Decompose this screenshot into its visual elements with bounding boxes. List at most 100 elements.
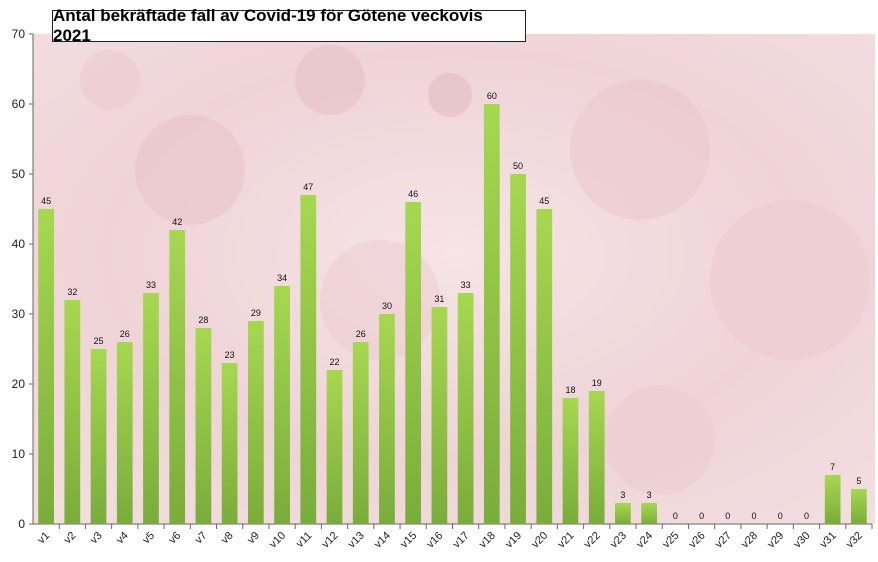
x-axis-ticks: v1 v2 v3 v4 v5 v6 v7 v8 v9 v10 v11 v12 v13 v14 v15 v16 v… [36, 524, 873, 551]
bar [405, 202, 422, 524]
data-label: 23 [225, 350, 235, 360]
data-label: 26 [356, 329, 366, 339]
x-tick-label: v10 [267, 530, 288, 551]
x-tick-label: v11 [294, 530, 314, 550]
x-tick-label: v18 [477, 530, 498, 551]
data-label: 0 [752, 511, 757, 521]
data-label: 5 [856, 476, 861, 486]
bar [195, 328, 212, 524]
data-label: 33 [146, 280, 156, 290]
data-label: 0 [673, 511, 678, 521]
data-label: 34 [277, 273, 287, 283]
x-tick-label: v3 [88, 530, 105, 547]
x-tick-label: v24 [634, 530, 655, 551]
bar [143, 293, 159, 524]
bar [300, 195, 317, 524]
bar [824, 475, 841, 524]
bar [352, 342, 369, 524]
data-label: 26 [120, 329, 130, 339]
y-tick-label: 70 [12, 27, 26, 41]
bar [169, 230, 186, 524]
bar [116, 342, 133, 524]
data-label: 60 [487, 91, 497, 101]
x-tick-label: v1 [36, 530, 53, 547]
x-tick-label: v29 [765, 530, 786, 551]
bar [536, 209, 553, 524]
bar [851, 489, 867, 524]
bar [483, 104, 500, 524]
y-tick-label: 40 [12, 237, 26, 251]
bar [379, 314, 395, 524]
x-tick-label: v31 [818, 530, 839, 551]
y-tick-label: 30 [12, 307, 26, 321]
x-tick-label: v26 [687, 530, 708, 551]
x-tick-label: v5 [140, 530, 157, 547]
x-tick-label: v19 [503, 530, 524, 551]
data-labels: 4532252633422823293447222630463133605045… [41, 91, 861, 521]
data-label: 0 [699, 511, 704, 521]
bar [221, 363, 238, 524]
x-tick-label: v9 [245, 530, 262, 547]
data-label: 0 [725, 511, 730, 521]
y-tick-label: 0 [18, 517, 25, 531]
x-tick-label: v8 [219, 530, 236, 547]
y-axis-ticks: 0 10 20 30 40 50 60 70 [12, 27, 33, 531]
y-tick-label: 10 [12, 447, 26, 461]
data-label: 32 [67, 287, 77, 297]
x-tick-label: v7 [193, 530, 210, 547]
data-label: 19 [592, 378, 602, 388]
x-tick-label: v12 [320, 530, 341, 551]
bars [38, 104, 867, 524]
data-label: 47 [303, 182, 313, 192]
x-tick-label: v16 [424, 530, 445, 551]
y-tick-label: 50 [12, 167, 26, 181]
data-label: 29 [251, 308, 261, 318]
virus-background-image [33, 34, 875, 524]
x-tick-label: v23 [608, 530, 629, 551]
bar [274, 286, 290, 524]
bar [615, 503, 631, 524]
data-label: 22 [330, 357, 340, 367]
y-tick-label: 60 [12, 97, 26, 111]
x-tick-label: v27 [713, 530, 734, 551]
data-label: 7 [830, 462, 835, 472]
x-tick-label: v21 [556, 530, 577, 551]
x-tick-label: v15 [398, 530, 419, 551]
bar [326, 370, 343, 524]
x-tick-label: v32 [844, 530, 865, 551]
bar [562, 398, 579, 524]
bar [588, 391, 605, 524]
data-label: 18 [565, 385, 575, 395]
bar [510, 174, 526, 524]
data-label: 3 [647, 490, 652, 500]
x-tick-label: v30 [792, 530, 813, 551]
data-label: 28 [198, 315, 208, 325]
data-label: 46 [408, 189, 418, 199]
x-tick-label: v13 [346, 530, 367, 551]
x-tick-label: v6 [167, 530, 184, 547]
bar [90, 349, 107, 524]
x-tick-label: v25 [660, 530, 681, 551]
x-tick-label: v4 [114, 530, 131, 547]
data-label: 30 [382, 301, 392, 311]
data-label: 42 [172, 217, 182, 227]
x-tick-label: v28 [739, 530, 760, 551]
x-tick-label: v17 [451, 530, 472, 551]
data-label: 50 [513, 161, 523, 171]
bar [38, 209, 54, 524]
data-label: 33 [461, 280, 471, 290]
data-label: 25 [94, 336, 104, 346]
x-tick-label: v20 [529, 530, 550, 551]
data-label: 45 [41, 196, 51, 206]
bar [64, 300, 81, 524]
chart-title: Antal bekräftade fall av Covid-19 för Gö… [52, 6, 526, 45]
data-label: 31 [434, 294, 444, 304]
data-label: 0 [778, 511, 783, 521]
data-label: 3 [620, 490, 625, 500]
x-tick-label: v14 [372, 530, 393, 551]
bar [641, 503, 658, 524]
data-label: 45 [539, 196, 549, 206]
y-tick-label: 20 [12, 377, 26, 391]
